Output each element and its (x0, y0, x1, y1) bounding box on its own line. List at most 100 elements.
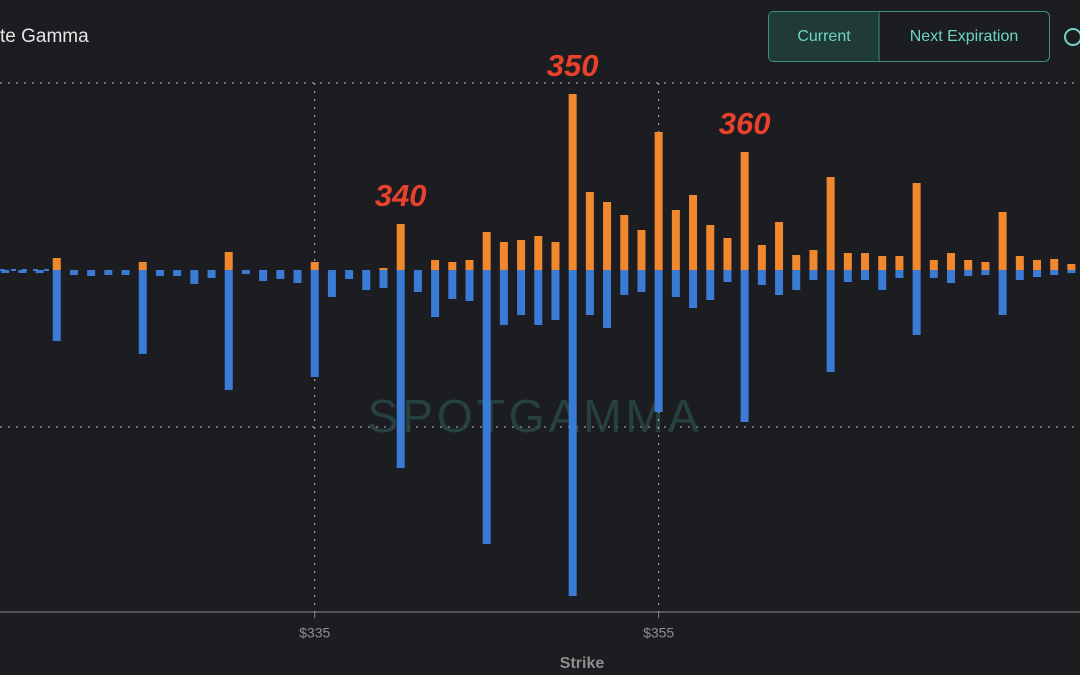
bar (69, 270, 78, 275)
bar (929, 260, 938, 270)
watermark: SPOTGAMMA (367, 390, 702, 442)
bar (293, 270, 302, 283)
annotation: 350 (547, 48, 599, 83)
bar (654, 132, 663, 270)
bar (1050, 270, 1059, 275)
bar (792, 270, 801, 290)
bar (155, 270, 164, 276)
bar (878, 270, 887, 290)
bar (1033, 270, 1042, 277)
bar (1015, 270, 1024, 280)
bar (861, 253, 870, 270)
bar (585, 192, 594, 270)
bar (654, 270, 663, 412)
bar (207, 270, 216, 278)
bar (224, 252, 233, 270)
bar (465, 260, 474, 270)
bar (637, 230, 646, 270)
bar (482, 232, 491, 270)
bar (327, 270, 336, 297)
bar (843, 270, 852, 282)
bar (757, 245, 766, 270)
bar (138, 262, 147, 270)
bar (568, 94, 577, 270)
bar (1067, 270, 1076, 273)
bar (740, 152, 749, 270)
bar (517, 270, 526, 315)
button-label[interactable]: Current (797, 28, 851, 45)
bar (947, 253, 956, 270)
bar (396, 270, 405, 468)
bar (603, 202, 612, 270)
bar (723, 238, 732, 270)
bar (241, 270, 250, 274)
bar (689, 195, 698, 270)
chart-title: te Gamma (0, 26, 89, 47)
bar (173, 270, 182, 276)
bar (345, 270, 354, 279)
bar (121, 270, 130, 275)
bar (431, 270, 440, 317)
bar (52, 270, 61, 341)
bar (740, 270, 749, 422)
bar (809, 250, 818, 270)
bar (190, 270, 199, 284)
bar (671, 270, 680, 297)
bar (895, 256, 904, 270)
bar (706, 270, 715, 300)
bar (964, 260, 973, 270)
bar (1015, 256, 1024, 270)
bar (929, 270, 938, 278)
bar (413, 270, 422, 292)
x-tick-label: $335 (299, 625, 330, 641)
bar (499, 242, 508, 270)
bar (379, 270, 388, 288)
bar (259, 270, 268, 281)
bar (637, 270, 646, 292)
bar (792, 255, 801, 270)
bar (998, 270, 1007, 315)
bar (1067, 264, 1076, 270)
bar (35, 270, 44, 273)
button-label[interactable]: Next Expiration (910, 28, 1019, 45)
bar (18, 270, 27, 273)
button-current[interactable] (769, 12, 879, 61)
bar (723, 270, 732, 282)
bar (104, 270, 113, 275)
bar (138, 270, 147, 354)
bar (620, 270, 629, 295)
bar (534, 236, 543, 270)
bar (87, 270, 96, 276)
bar (362, 270, 371, 290)
bar (448, 262, 457, 270)
bar (603, 270, 612, 328)
bar (620, 215, 629, 270)
bar (1033, 260, 1042, 270)
bar (276, 270, 285, 279)
bar (706, 225, 715, 270)
bar (585, 270, 594, 315)
bar (981, 262, 990, 270)
bar (534, 270, 543, 325)
bar (809, 270, 818, 280)
bar (482, 270, 491, 544)
button-group (768, 11, 1050, 62)
bar (499, 270, 508, 325)
bar (52, 258, 61, 270)
bar (895, 270, 904, 278)
bar (448, 270, 457, 299)
bar (310, 262, 319, 270)
annotation: 360 (719, 106, 771, 141)
bar (396, 224, 405, 270)
bar (775, 222, 784, 270)
bar (379, 268, 388, 270)
bar (465, 270, 474, 301)
x-tick-label: $355 (643, 625, 674, 641)
zoom-icon[interactable] (1064, 28, 1080, 46)
annotation: 340 (375, 178, 427, 213)
bar (689, 270, 698, 308)
bar (878, 256, 887, 270)
